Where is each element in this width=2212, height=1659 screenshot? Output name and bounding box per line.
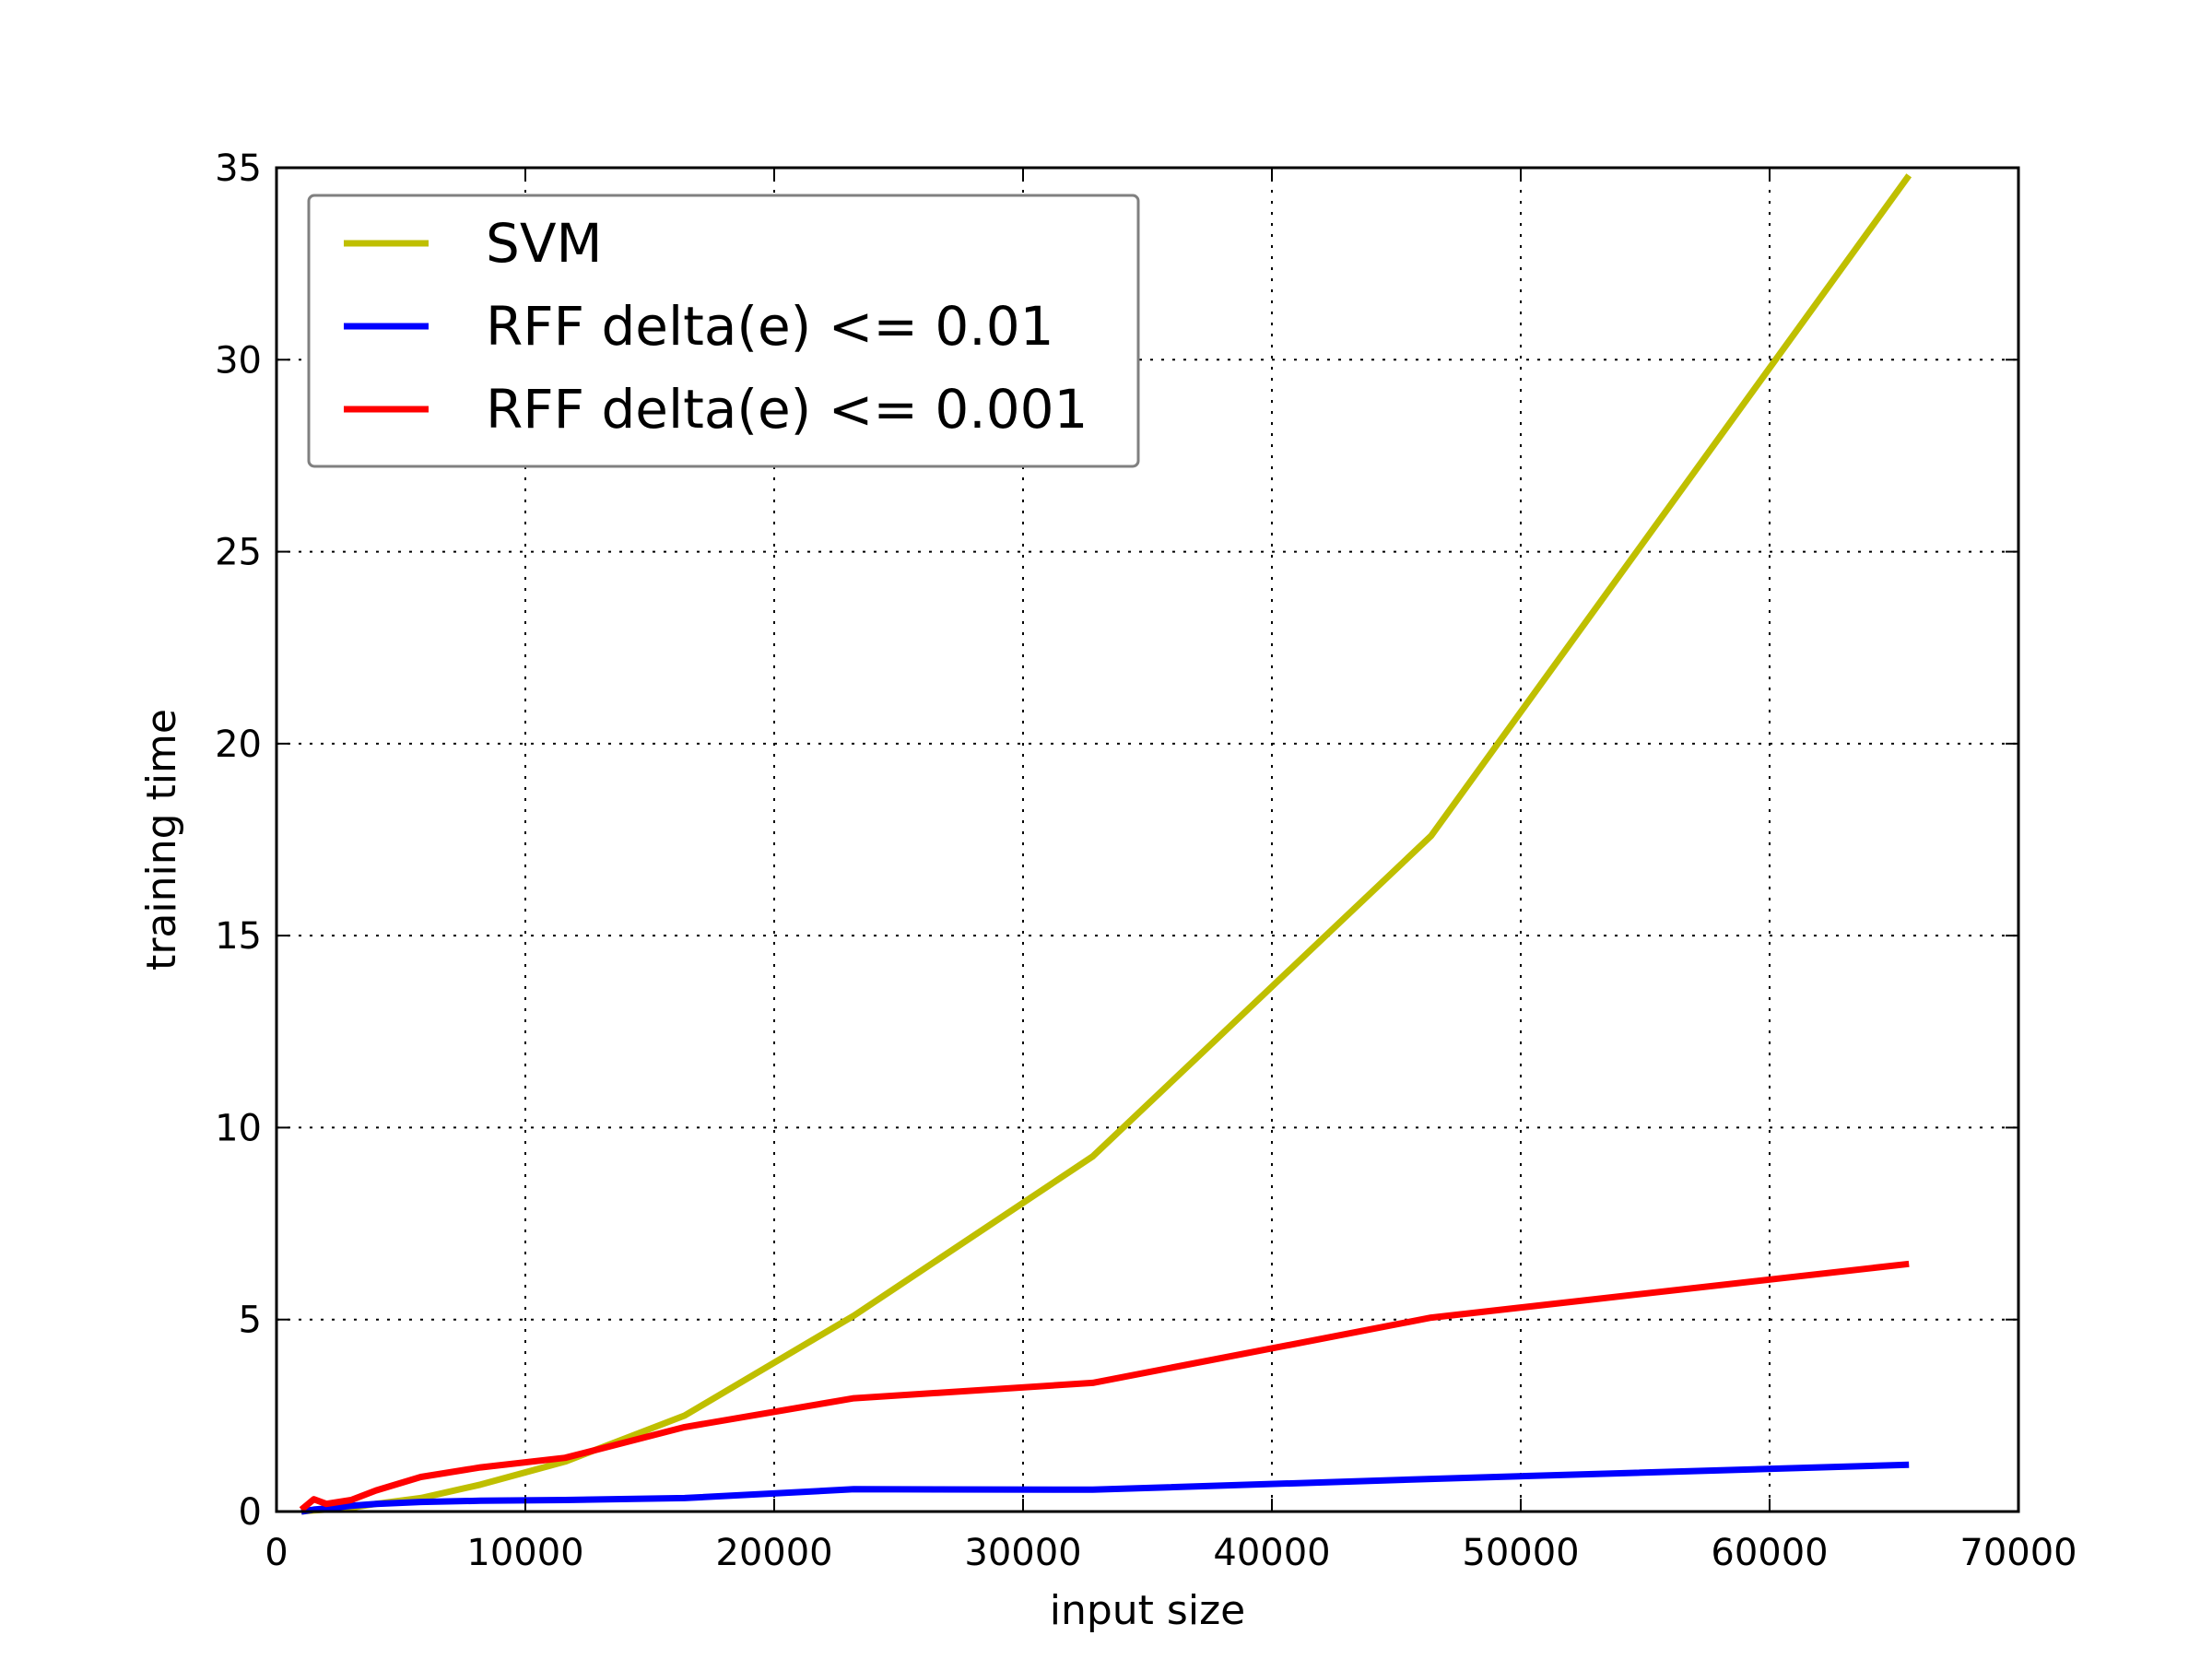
plot-frame bbox=[275, 166, 2020, 1513]
x-tick-label: 10000 bbox=[466, 1532, 583, 1574]
y-tick-label: 0 bbox=[239, 1491, 262, 1534]
legend-entries: SVM RFF delta(e) <= 0.01 RFF delta(e) <= 0… bbox=[344, 212, 1088, 441]
x-tick-label: 60000 bbox=[1711, 1532, 1828, 1574]
y-tick-label: 30 bbox=[215, 339, 262, 382]
y-tick-label: 20 bbox=[215, 724, 262, 766]
series-line-2 bbox=[300, 1461, 1910, 1515]
legend-label-2: RFF delta(e) <= 0.01 bbox=[486, 295, 1054, 358]
y-tick-label: 10 bbox=[215, 1107, 262, 1149]
y-tick-label: 15 bbox=[215, 915, 262, 958]
series-lines bbox=[299, 173, 1912, 1515]
x-axis-label: input size bbox=[1050, 1587, 1245, 1634]
legend-label-3: RFF delta(e) <= 0.001 bbox=[486, 378, 1088, 441]
y-axis-label: training time bbox=[138, 709, 185, 971]
y-tick-label: 25 bbox=[215, 532, 262, 574]
series-line-3 bbox=[299, 1260, 1910, 1512]
x-tick-label: 40000 bbox=[1213, 1532, 1330, 1574]
tick-labels: 0 10000 20000 30000 40000 50000 60000 70000 0 5 10… bbox=[215, 147, 2077, 1574]
legend-label-1: SVM bbox=[486, 212, 603, 275]
y-tick-label: 35 bbox=[215, 147, 262, 190]
x-tick-label: 20000 bbox=[715, 1532, 832, 1574]
x-tick-label: 70000 bbox=[1959, 1532, 2077, 1574]
legend: SVM RFF delta(e) <= 0.01 RFF delta(e) <= 0… bbox=[307, 194, 1140, 468]
legend-box bbox=[307, 194, 1140, 468]
y-tick-label: 5 bbox=[239, 1300, 262, 1342]
axis-ticks bbox=[276, 167, 2019, 1512]
x-tick-label: 0 bbox=[265, 1532, 288, 1574]
x-tick-label: 30000 bbox=[964, 1532, 1081, 1574]
x-tick-label: 50000 bbox=[1462, 1532, 1579, 1574]
